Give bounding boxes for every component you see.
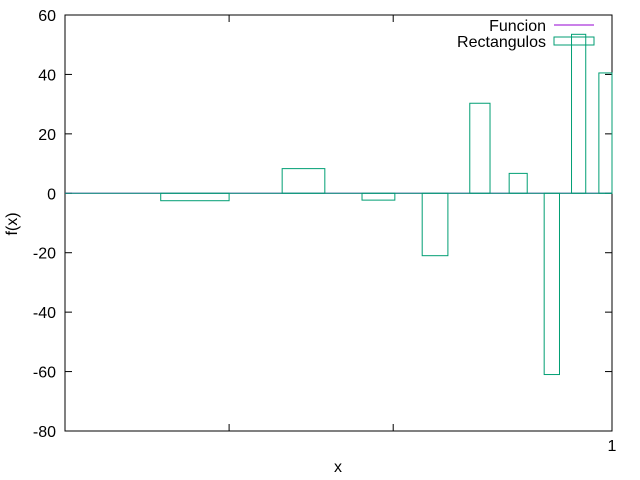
y-tick-label: -60: [33, 365, 56, 382]
y-axis-label: f(x): [4, 212, 21, 235]
legend-label: Rectangulos: [457, 34, 546, 51]
bar-rectangle: [508, 172, 528, 194]
y-tick-label: 40: [38, 67, 56, 84]
bar-rectangle: [421, 192, 449, 257]
y-tick-label: 0: [47, 186, 56, 203]
y-tick-label: 60: [38, 8, 56, 25]
y-axis-ticks: 60 40 20 0 -20 -40 -60 -80: [33, 8, 612, 441]
y-tick-label: 20: [38, 127, 56, 144]
bar-rectangle: [598, 72, 613, 194]
x-axis-ticks: 1: [228, 15, 617, 455]
bar-rectangle: [469, 102, 491, 194]
y-tick-label: -20: [33, 246, 56, 263]
plot-border: [64, 14, 613, 432]
bars: [65, 33, 613, 376]
y-tick-label: -40: [33, 305, 56, 322]
bar-rectangle: [571, 33, 587, 194]
x-axis-label: x: [334, 459, 342, 476]
x-tick-label: 1: [608, 438, 617, 455]
bar-rectangle: [281, 168, 326, 194]
legend-label: Funcion: [489, 18, 546, 35]
plot-frame: [64, 14, 613, 432]
bar-rectangle: [160, 192, 230, 202]
bar-rectangle: [361, 192, 396, 201]
y-tick-label: -80: [33, 424, 56, 441]
bar-rectangle: [543, 192, 560, 376]
legend-box-swatch: [553, 36, 595, 46]
